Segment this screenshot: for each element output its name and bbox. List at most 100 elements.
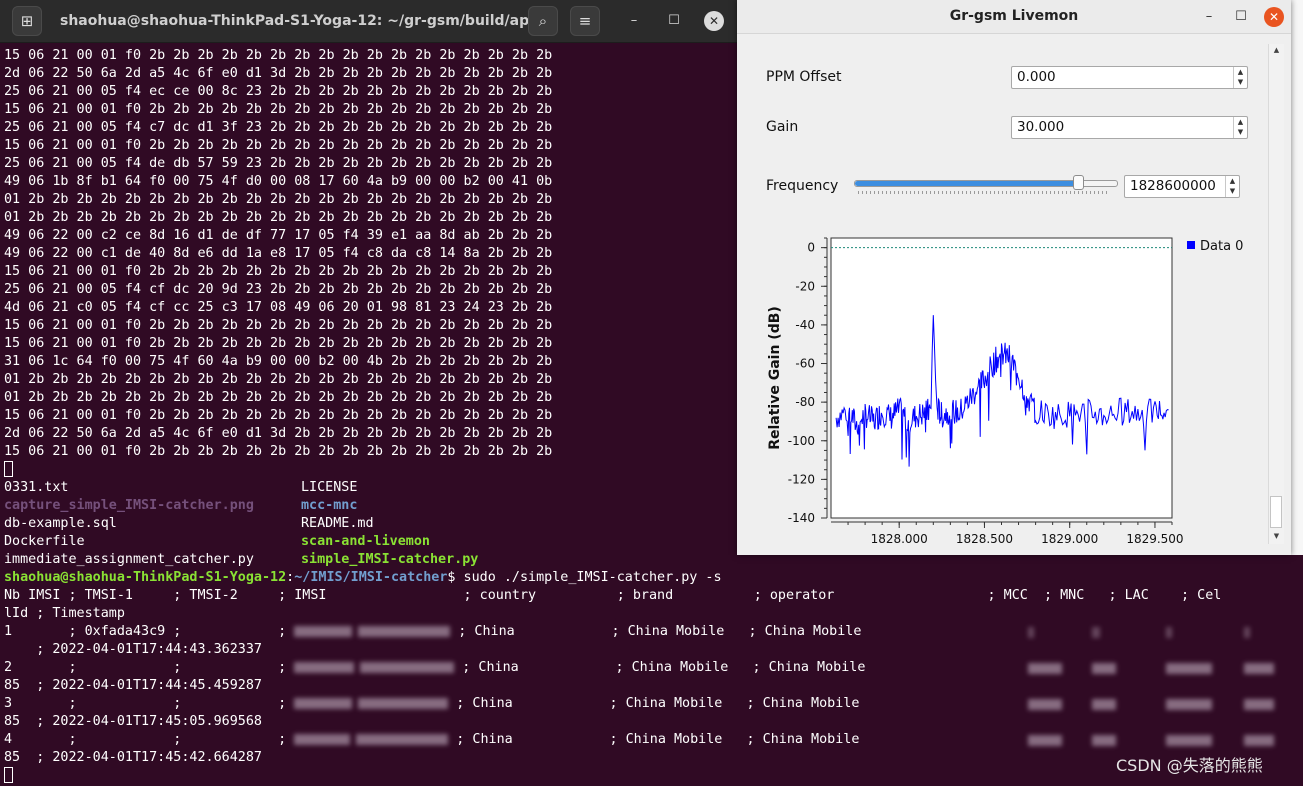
ppm-offset-label: PPM Offset <box>766 69 842 85</box>
hex-line: 49 06 22 00 c2 ce 8d 16 d1 de df 77 17 0… <box>4 228 553 243</box>
maximize-icon[interactable]: ☐ <box>1235 9 1247 24</box>
prompt-command: $ sudo ./simple_IMSI-catcher.py -s <box>447 570 722 585</box>
redacted-cell <box>1244 699 1274 710</box>
y-tick-label: -120 <box>788 472 815 486</box>
hex-line: 15 06 21 00 01 f0 2b 2b 2b 2b 2b 2b 2b 2… <box>4 408 553 423</box>
spin-up-icon[interactable]: ▲ <box>1229 177 1236 185</box>
redacted-cell <box>1028 663 1062 674</box>
legend-swatch <box>1187 241 1195 249</box>
y-axis-label: Relative Gain (dB) <box>767 306 783 450</box>
cursor <box>4 767 13 783</box>
table-row-wrap: ; 2022-04-01T17:44:43.362337 <box>4 641 1221 659</box>
spin-down-icon[interactable]: ▼ <box>1237 78 1244 86</box>
redacted-cell <box>1166 735 1212 746</box>
hex-line: 15 06 21 00 01 f0 2b 2b 2b 2b 2b 2b 2b 2… <box>4 48 553 63</box>
plot-canvas <box>830 237 1173 519</box>
hex-line: 31 06 1c 64 f0 00 75 4f 60 4a b9 00 00 b… <box>4 354 553 369</box>
legend-label: Data 0 <box>1200 239 1243 254</box>
row-country-brand-operator: ; China ; China Mobile ; China Mobile <box>450 624 862 639</box>
file-name: db-example.sql <box>4 516 117 531</box>
y-tick-label: -80 <box>795 395 815 409</box>
ppm-offset-value: 0.000 <box>1017 69 1056 85</box>
maximize-icon[interactable]: ☐ <box>668 13 680 28</box>
row-index: 1 ; 0xfada43c9 ; ; <box>4 624 287 639</box>
row-timestamp: ; 2022-04-01T17:45:05.969568 <box>36 714 262 729</box>
terminal-headerbar: ⊞ shaohua@shaohua-ThinkPad-S1-Yoga-12: ~… <box>0 0 737 43</box>
minimize-icon[interactable]: – <box>630 13 638 28</box>
hex-line: 49 06 1b 8f b1 64 f0 00 75 4f d0 00 08 1… <box>4 174 553 189</box>
terminal-title: shaohua@shaohua-ThinkPad-S1-Yoga-12: ~/g… <box>60 13 548 29</box>
redacted-cell <box>1166 699 1212 710</box>
spectrum-plot[interactable]: 0 -20 -40 -60 -80 -100 -120 -140 1828.000 1828.50… <box>762 230 1252 546</box>
hex-line: 01 2b 2b 2b 2b 2b 2b 2b 2b 2b 2b 2b 2b 2… <box>4 390 553 405</box>
gain-spinbox[interactable]: 30.000 ▲ ▼ <box>1011 116 1248 139</box>
table-row-wrap: 85 ; 2022-04-01T17:44:45.459287 <box>4 677 1221 695</box>
table-row-wrap: 85 ; 2022-04-01T17:45:42.664287 <box>4 749 1221 767</box>
spectrum-chart[interactable]: 0 -20 -40 -60 -80 -100 -120 -140 1828.000 1828.50… <box>762 230 1252 546</box>
table-row: 3 ; ; ; ; China ; China Mobile ; China M… <box>4 695 1274 713</box>
close-icon[interactable]: ✕ <box>1264 7 1284 27</box>
hex-line: 25 06 21 00 05 f4 ec ce 00 8c 23 2b 2b 2… <box>4 84 553 99</box>
livemon-window[interactable]: Gr-gsm Livemon – ☐ ✕ PPM Offset 0.000 ▲ ▼… <box>737 0 1291 555</box>
ls-row: immediate_assignment_catcher.py simple_IM… <box>4 551 1221 569</box>
y-tick-label: -100 <box>788 434 815 448</box>
livemon-title: Gr-gsm Livemon <box>949 8 1079 24</box>
redacted-cell <box>1028 699 1062 710</box>
imsi-table: 1 ; 0xfada43c9 ; ; ; China ; China Mobil… <box>4 623 1274 767</box>
spin-arrows[interactable]: ▲ ▼ <box>1225 176 1239 197</box>
scrollbar[interactable]: ▲ ▼ <box>1268 44 1284 544</box>
file-name: Dockerfile <box>4 534 85 549</box>
table-header: Nb IMSI ; TMSI-1 ; TMSI-2 ; IMSI ; count… <box>4 588 1222 603</box>
redacted-imsi <box>358 697 449 709</box>
frequency-slider-handle[interactable] <box>1072 175 1084 190</box>
hex-line: 15 06 21 00 01 f0 2b 2b 2b 2b 2b 2b 2b 2… <box>4 318 553 333</box>
hamburger-menu-icon[interactable]: ≡ <box>570 6 600 36</box>
spin-arrows[interactable]: ▲ ▼ <box>1233 117 1247 138</box>
hex-line: 15 06 21 00 01 f0 2b 2b 2b 2b 2b 2b 2b 2… <box>4 138 553 153</box>
minimize-icon[interactable]: – <box>1205 9 1213 24</box>
spin-down-icon[interactable]: ▼ <box>1237 128 1244 136</box>
row-index: 4 ; ; ; <box>4 732 287 747</box>
gain-value: 30.000 <box>1017 119 1065 135</box>
row-wrap-prefix <box>4 642 36 657</box>
hex-line: 15 06 21 00 01 f0 2b 2b 2b 2b 2b 2b 2b 2… <box>4 102 553 117</box>
redacted-imsi <box>360 661 455 673</box>
file-name: README.md <box>301 516 374 531</box>
redacted-cell <box>1092 627 1100 638</box>
ls-row: db-example.sql README.md <box>4 515 1221 533</box>
scroll-up-icon[interactable]: ▲ <box>1273 46 1280 54</box>
hex-line: 15 06 21 00 01 f0 2b 2b 2b 2b 2b 2b 2b 2… <box>4 336 553 351</box>
search-icon[interactable]: ⌕ <box>528 6 558 36</box>
frequency-slider-fill <box>855 181 1078 186</box>
ls-row: Dockerfile scan-and-livemon <box>4 533 1221 551</box>
y-tick-label: -140 <box>788 511 815 525</box>
ls-row: capture_simple_IMSI-catcher.png mcc-mnc <box>4 497 1221 515</box>
ls-row: 0331.txt LICENSE <box>4 479 1221 497</box>
terminal-output[interactable]: 15 06 21 00 01 f0 2b 2b 2b 2b 2b 2b 2b 2… <box>4 47 1274 785</box>
frequency-spinbox[interactable]: 1828600000 ▲ ▼ <box>1124 175 1240 198</box>
frequency-slider[interactable] <box>854 175 1118 190</box>
spin-down-icon[interactable]: ▼ <box>1229 187 1236 195</box>
hex-line: 49 06 22 00 c1 de 40 8d e6 dd 1a e8 17 0… <box>4 246 553 261</box>
hex-line: 15 06 21 00 01 f0 2b 2b 2b 2b 2b 2b 2b 2… <box>4 444 553 459</box>
scroll-down-icon[interactable]: ▼ <box>1273 532 1280 540</box>
spin-up-icon[interactable]: ▲ <box>1237 118 1244 126</box>
spin-up-icon[interactable]: ▲ <box>1237 68 1244 76</box>
table-row-wrap: 85 ; 2022-04-01T17:45:05.969568 <box>4 713 1221 731</box>
redacted-cell <box>1028 735 1062 746</box>
new-tab-icon[interactable]: ⊞ <box>12 6 42 36</box>
cursor <box>4 461 13 477</box>
spin-arrows[interactable]: ▲ ▼ <box>1233 67 1247 88</box>
x-tick-label: 1828.500 <box>956 532 1013 545</box>
frequency-slider-ticks <box>858 191 1108 194</box>
redacted-cell <box>1028 627 1034 638</box>
hex-line: 15 06 21 00 01 f0 2b 2b 2b 2b 2b 2b 2b 2… <box>4 264 553 279</box>
ppm-offset-spinbox[interactable]: 0.000 ▲ ▼ <box>1011 66 1248 89</box>
livemon-titlebar: Gr-gsm Livemon – ☐ ✕ <box>737 0 1291 34</box>
frequency-label: Frequency <box>766 178 839 194</box>
close-icon[interactable]: ✕ <box>704 11 724 31</box>
redacted-cell <box>1092 699 1116 710</box>
file-name-image: capture_simple_IMSI-catcher.png <box>4 498 254 513</box>
redacted-cell <box>1092 735 1116 746</box>
scrollbar-thumb[interactable] <box>1270 496 1282 528</box>
